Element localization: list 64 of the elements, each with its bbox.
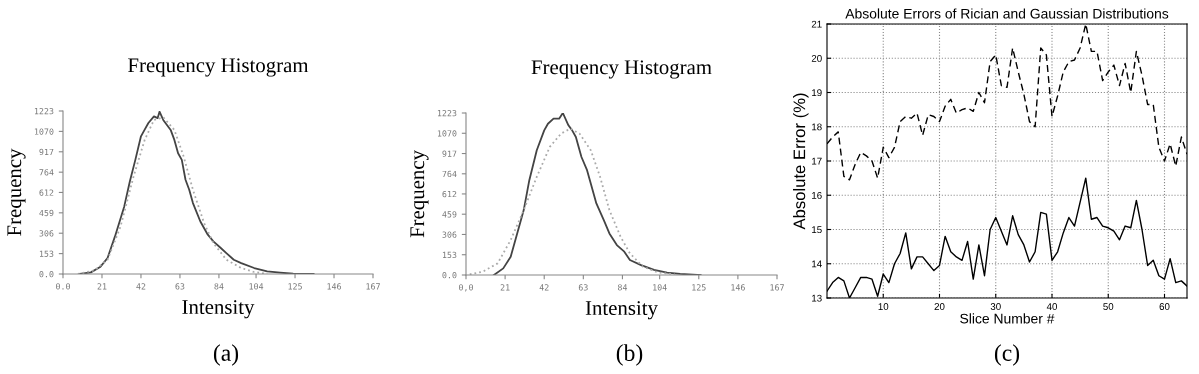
y-tick-label: 917 xyxy=(39,148,54,156)
x-tick-label: 84 xyxy=(617,284,628,291)
x-axis-title: Intensity xyxy=(182,300,255,319)
x-tick-label: 0,0 xyxy=(459,284,473,292)
y-tick-label: 1070 xyxy=(437,130,457,137)
y-tick-label: 21 xyxy=(811,20,822,28)
y-tick-label: 459 xyxy=(39,209,54,217)
x-tick-label: 104 xyxy=(249,283,264,290)
y-tick-label: 15 xyxy=(812,226,822,234)
y-tick-label: 917 xyxy=(442,150,457,157)
y-tick-label: 19 xyxy=(812,89,822,97)
x-tick-label: 84 xyxy=(214,283,224,290)
x-tick-label: 167 xyxy=(366,283,380,290)
y-tick-label: 764 xyxy=(39,169,54,176)
x-tick-label: 10 xyxy=(878,303,889,310)
y-tick-label: 13 xyxy=(812,294,822,302)
x-tick-label: 50 xyxy=(1103,303,1114,310)
text: (a) xyxy=(213,344,239,366)
y-tick-label: 20 xyxy=(811,54,822,62)
y-tick-label: 153 xyxy=(442,251,457,259)
x-tick-label: 30 xyxy=(990,303,1001,310)
x-tick-label: 42 xyxy=(539,284,549,291)
y-tick-label: 612 xyxy=(442,190,457,198)
chart-title: Frequency Histogram xyxy=(531,60,712,79)
x-tick-label: 63 xyxy=(175,283,185,290)
text: (c) xyxy=(994,344,1020,366)
y-axis-title: Frequency xyxy=(7,148,26,236)
x-tick-label: 63 xyxy=(578,284,588,291)
y-tick-label: 153 xyxy=(39,250,54,257)
line-series xyxy=(468,127,676,275)
y-tick-label: 17 xyxy=(812,157,822,165)
y-tick-label: 1223 xyxy=(437,110,457,117)
x-tick-label: 21 xyxy=(500,284,510,291)
x-tick-label: 167 xyxy=(770,284,784,291)
y-tick-label: 14 xyxy=(812,260,822,268)
x-axis-title: Intensity xyxy=(585,301,658,320)
y-tick-label: 306 xyxy=(39,230,54,237)
x-tick-label: 40 xyxy=(1046,303,1058,310)
y-tick-label: 764 xyxy=(442,170,457,178)
y-tick-label: 459 xyxy=(442,211,457,218)
x-tick-label: 60 xyxy=(1159,303,1170,310)
x-tick-label: 0.0 xyxy=(56,283,70,290)
x-tick-label: 146 xyxy=(731,284,745,291)
x-tick-label: 20 xyxy=(934,303,945,310)
x-tick-label: 21 xyxy=(97,283,107,290)
y-tick-label: 306 xyxy=(442,231,457,238)
chart-title: Absolute Errors of Rician and Gaussian Distributions xyxy=(845,8,1169,19)
y-tick-label: 1070 xyxy=(34,128,54,135)
x-tick-label: 125 xyxy=(288,283,302,290)
x-tick-label: 104 xyxy=(653,284,667,291)
y-tick-label: 0.0 xyxy=(442,272,457,279)
x-tick-label: 146 xyxy=(327,283,341,290)
chart-title: Frequency Histogram xyxy=(128,58,309,77)
y-tick-label: 1223 xyxy=(34,108,54,115)
x-tick-label: 42 xyxy=(136,283,146,290)
y-tick-label: 16 xyxy=(812,191,822,199)
x-tick-label: 125 xyxy=(692,284,706,291)
y-tick-label: 0.0 xyxy=(39,271,54,278)
y-axis-title: Absolute Error (%) xyxy=(793,93,809,230)
x-axis-title: Slice Number # xyxy=(960,313,1055,324)
y-axis-title: Frequency xyxy=(410,150,429,238)
y-tick-label: 612 xyxy=(39,189,54,196)
y-tick-label: 18 xyxy=(812,123,822,131)
text: (b) xyxy=(616,344,643,366)
